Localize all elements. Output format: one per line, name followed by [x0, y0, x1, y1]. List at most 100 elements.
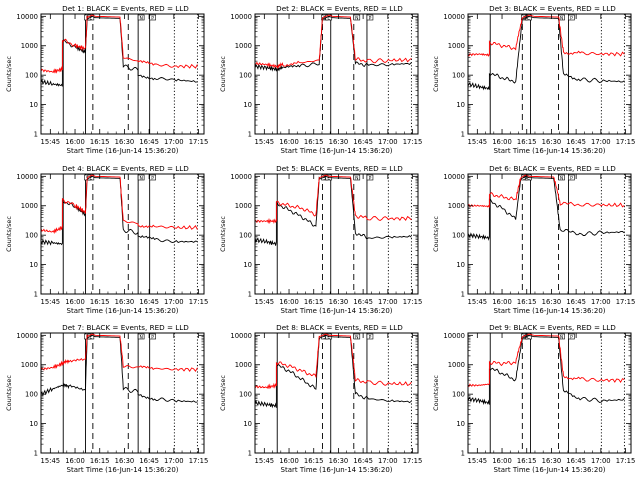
series-black-events	[468, 334, 625, 406]
y-tick-label: 100	[452, 72, 465, 80]
marker-n: N	[139, 175, 142, 181]
x-tick-label: 16:30	[329, 457, 349, 465]
y-tick-label: 1	[461, 131, 465, 139]
x-tick-label: 17:00	[164, 298, 184, 306]
y-tick-label: 100	[25, 391, 38, 399]
marker-n: N	[560, 334, 563, 340]
x-tick-label: 16:15	[304, 298, 324, 306]
marker-p-box	[366, 14, 374, 21]
x-tick-label: 16:45	[566, 457, 586, 465]
x-tick-label: 16:45	[566, 138, 586, 146]
y-tick-label: 1	[248, 450, 252, 458]
y-tick-label: 10	[456, 101, 465, 109]
marker-n-box	[137, 174, 145, 181]
series-red-lld	[468, 14, 625, 57]
marker-p-box	[149, 333, 156, 340]
marker-p-box	[568, 174, 575, 181]
y-tick-label: 1000	[235, 42, 252, 50]
y-tick-label: 10000	[16, 332, 38, 340]
series-black-events	[41, 334, 198, 403]
x-tick-label: 16:00	[65, 138, 85, 146]
series-red-lld	[41, 174, 198, 234]
y-tick-label: 1	[248, 291, 252, 299]
x-tick-label: 17:15	[189, 298, 209, 306]
panel-title: Det 6: BLACK = Events, RED = LLD	[489, 164, 616, 173]
y-axis-label: Counts/sec	[432, 216, 440, 252]
x-tick-label: 17:15	[189, 138, 209, 146]
marker-e: E	[89, 334, 92, 340]
x-tick-label: 17:15	[403, 138, 423, 146]
x-tick-label: 16:15	[517, 138, 537, 146]
x-tick-label: 17:15	[616, 138, 636, 146]
x-tick-label: 17:00	[378, 298, 398, 306]
x-tick-label: 15:45	[255, 457, 275, 465]
plot-frame	[40, 13, 205, 135]
x-tick-label: 16:15	[90, 138, 110, 146]
panel-title: Det 5: BLACK = Events, RED = LLD	[276, 164, 403, 173]
marker-n-box	[137, 14, 145, 21]
x-tick-label: 16:45	[139, 457, 159, 465]
marker-e: E	[527, 175, 530, 181]
y-tick-label: 1	[248, 131, 252, 139]
series-red-lld	[468, 333, 625, 388]
y-axis-label: Counts/sec	[432, 375, 440, 411]
y-tick-label: 10000	[16, 13, 38, 21]
x-tick-label: 15:45	[468, 138, 488, 146]
x-tick-label: 17:15	[403, 298, 423, 306]
series-black-events	[468, 175, 625, 241]
y-tick-label: 1	[461, 450, 465, 458]
y-axis-label: Counts/sec	[219, 216, 227, 252]
plot-frame	[40, 332, 205, 454]
marker-p: P	[570, 334, 573, 340]
y-tick-label: 1000	[21, 361, 38, 369]
x-axis-label: Start Time (16-Jun-14 15:36:20)	[494, 307, 606, 315]
x-tick-label: 16:30	[115, 457, 135, 465]
marker-p-box	[366, 333, 374, 340]
marker-n: N	[560, 175, 563, 181]
marker-p: P	[369, 15, 372, 21]
marker-p-box	[149, 174, 156, 181]
x-tick-label: 16:45	[139, 138, 159, 146]
y-tick-label: 100	[239, 391, 252, 399]
y-tick-label: 100	[452, 232, 465, 240]
x-axis-label: Start Time (16-Jun-14 15:36:20)	[494, 147, 606, 155]
y-tick-label: 10000	[16, 173, 38, 181]
series-red-lld	[41, 333, 198, 373]
y-tick-label: 1000	[448, 202, 465, 210]
x-axis-label: Start Time (16-Jun-14 15:36:20)	[281, 307, 393, 315]
x-tick-label: 17:00	[378, 457, 398, 465]
marker-p: P	[570, 15, 573, 21]
panel-title: Det 3: BLACK = Events, RED = LLD	[489, 4, 616, 13]
y-tick-label: 1	[34, 450, 38, 458]
x-tick-label: 16:30	[115, 138, 135, 146]
series-red-lld	[41, 14, 198, 74]
x-axis-label: Start Time (16-Jun-14 15:36:20)	[281, 147, 393, 155]
x-tick-label: 16:00	[279, 298, 299, 306]
x-axis-label: Start Time (16-Jun-14 15:36:20)	[67, 466, 179, 474]
x-tick-label: 16:15	[517, 457, 537, 465]
marker-p: P	[151, 334, 154, 340]
series-black-events	[468, 15, 625, 91]
y-tick-label: 100	[25, 232, 38, 240]
x-tick-label: 17:15	[189, 457, 209, 465]
y-axis-label: Counts/sec	[432, 56, 440, 92]
marker-n: N	[139, 334, 142, 340]
marker-p-box	[366, 174, 374, 181]
x-tick-label: 15:45	[41, 298, 61, 306]
x-tick-label: 16:15	[90, 457, 110, 465]
x-tick-label: 16:45	[353, 457, 373, 465]
x-tick-label: 16:45	[353, 298, 373, 306]
marker-n-box	[353, 14, 361, 21]
marker-n-box	[353, 333, 361, 340]
marker-n: N	[355, 334, 358, 340]
x-axis-label: Start Time (16-Jun-14 15:36:20)	[67, 147, 179, 155]
marker-s: S	[323, 334, 326, 340]
y-axis-label: Counts/sec	[219, 375, 227, 411]
marker-p-box	[149, 14, 156, 21]
